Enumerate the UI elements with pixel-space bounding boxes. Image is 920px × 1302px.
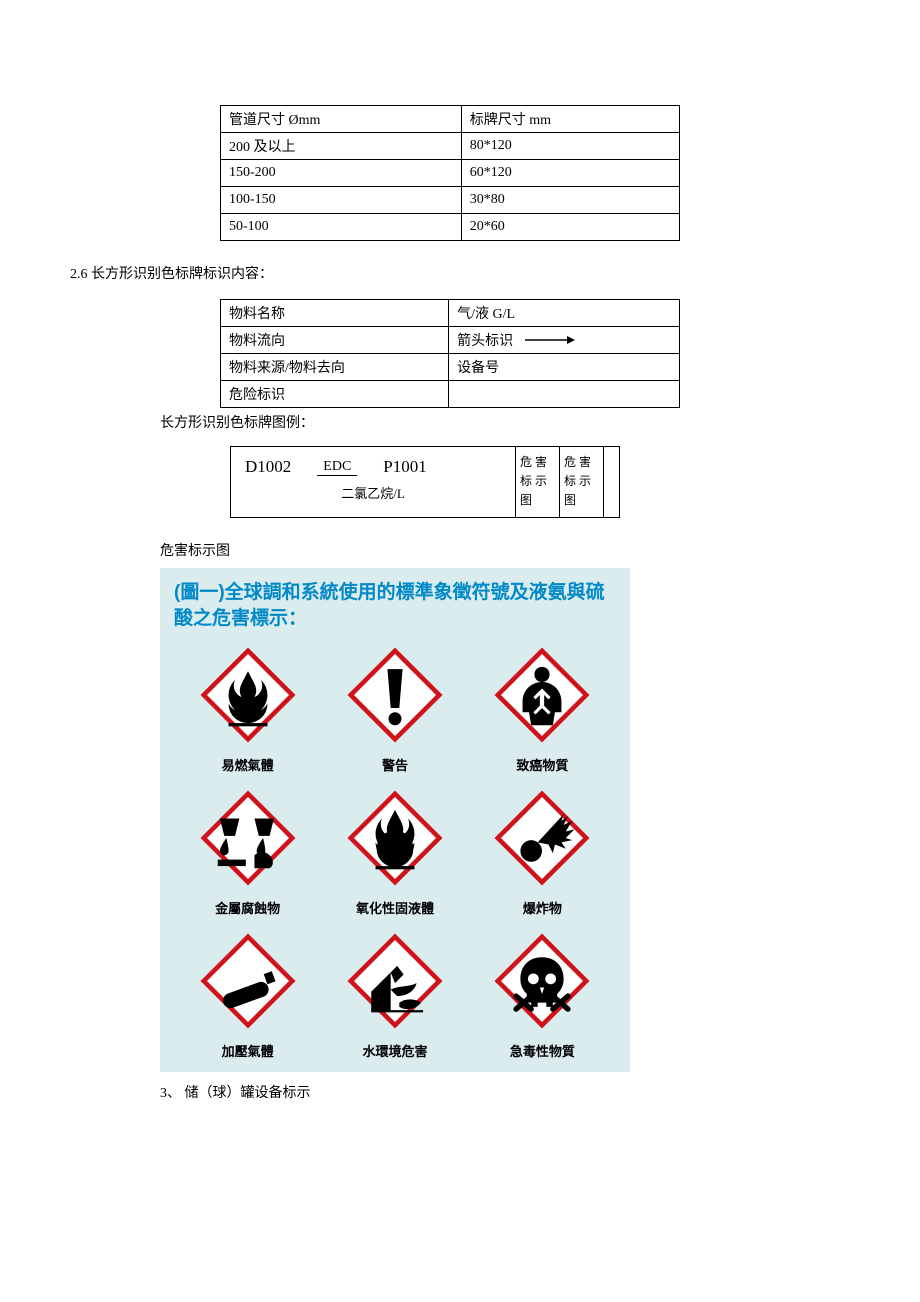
environment-icon: [341, 927, 449, 1035]
table-row: 危险标识: [221, 381, 680, 408]
ghs-label: 金屬腐蝕物: [215, 898, 280, 917]
legend-main: D1002 EDC P1001 二氯乙烷/L: [230, 446, 516, 518]
legend-caption: 长方形识别色标牌图例：: [160, 412, 850, 432]
ghs-label: 氧化性固液體: [356, 898, 434, 917]
pipe-size-table: 管道尺寸 Ømm 标牌尺寸 mm 200 及以上80*120 150-20060…: [220, 105, 680, 241]
skull-icon: [488, 927, 596, 1035]
ghs-label: 加壓氣體: [222, 1041, 274, 1060]
table-row: 100-15030*80: [221, 187, 680, 214]
ghs-label: 急毒性物質: [510, 1041, 575, 1060]
cylinder-icon: [194, 927, 302, 1035]
ghs-pictogram-explosion: 爆炸物: [469, 784, 616, 917]
table-row: 150-20060*120: [221, 160, 680, 187]
table-row: 物料名称气/液 G/L: [221, 300, 680, 327]
label-legend: D1002 EDC P1001 二氯乙烷/L 危 害 标 示 图 危 害 标 示…: [230, 446, 850, 518]
section-3-heading: 3、 储（球）罐设备标示: [160, 1082, 850, 1102]
ghs-grid: 易燃氣體 警告 致癌物質金屬腐蝕物 氧化性固液體 爆炸物加壓氣體 水環境危害 急毒性物質: [160, 641, 630, 1060]
legend-tail: [604, 446, 620, 518]
table-row: 50-10020*60: [221, 214, 680, 241]
ghs-pictogram-oxidizer: 氧化性固液體: [321, 784, 468, 917]
th-pipe: 管道尺寸 Ømm: [221, 106, 462, 133]
legend-hazard-cell: 危 害 标 示 图: [560, 446, 604, 518]
ghs-label: 爆炸物: [523, 898, 562, 917]
ghs-label: 水環境危害: [362, 1041, 427, 1060]
oxidizer-icon: [341, 784, 449, 892]
legend-hazard-cell: 危 害 标 示 图: [516, 446, 560, 518]
exclamation-icon: [341, 641, 449, 749]
explosion-icon: [488, 784, 596, 892]
document-page: 管道尺寸 Ømm 标牌尺寸 mm 200 及以上80*120 150-20060…: [0, 0, 920, 1162]
flame-icon: [194, 641, 302, 749]
ghs-label: 易燃氣體: [222, 755, 274, 774]
ghs-pictogram-flame: 易燃氣體: [174, 641, 321, 774]
th-sign: 标牌尺寸 mm: [461, 106, 679, 133]
legend-center: EDC: [317, 459, 357, 476]
ghs-label: 致癌物質: [516, 755, 568, 774]
section-2-6-heading: 2.6 长方形识别色标牌标识内容：: [70, 263, 850, 283]
table-row: 物料流向 箭头标识: [221, 327, 680, 354]
table-row: 管道尺寸 Ømm 标牌尺寸 mm: [221, 106, 680, 133]
health-icon: [488, 641, 596, 749]
arrow-icon: [525, 334, 575, 350]
ghs-pictogram-exclamation: 警告: [321, 641, 468, 774]
ghs-pictogram-cylinder: 加壓氣體: [174, 927, 321, 1060]
legend-left-code: D1002: [245, 457, 291, 477]
ghs-pictogram-skull: 急毒性物質: [469, 927, 616, 1060]
legend-bottom: 二氯乙烷/L: [231, 483, 515, 502]
table-row: 200 及以上80*120: [221, 133, 680, 160]
label-content-table: 物料名称气/液 G/L 物料流向 箭头标识 物料来源/物料去向设备号 危险标识: [220, 299, 680, 408]
ghs-figure: (圖一)全球調和系統使用的標準象徵符號及液氨與硫酸之危害標示： 易燃氣體 警告 致癌…: [160, 568, 630, 1072]
ghs-label: 警告: [382, 755, 408, 774]
hazard-heading: 危害标示图: [160, 540, 850, 560]
ghs-pictogram-environment: 水環境危害: [321, 927, 468, 1060]
ghs-title: (圖一)全球調和系統使用的標準象徵符號及液氨與硫酸之危害標示：: [160, 568, 630, 641]
legend-right-code: P1001: [383, 457, 426, 477]
ghs-pictogram-health: 致癌物質: [469, 641, 616, 774]
corrosion-icon: [194, 784, 302, 892]
arrow-label: 箭头标识: [457, 334, 513, 349]
ghs-pictogram-corrosion: 金屬腐蝕物: [174, 784, 321, 917]
table-row: 物料来源/物料去向设备号: [221, 354, 680, 381]
